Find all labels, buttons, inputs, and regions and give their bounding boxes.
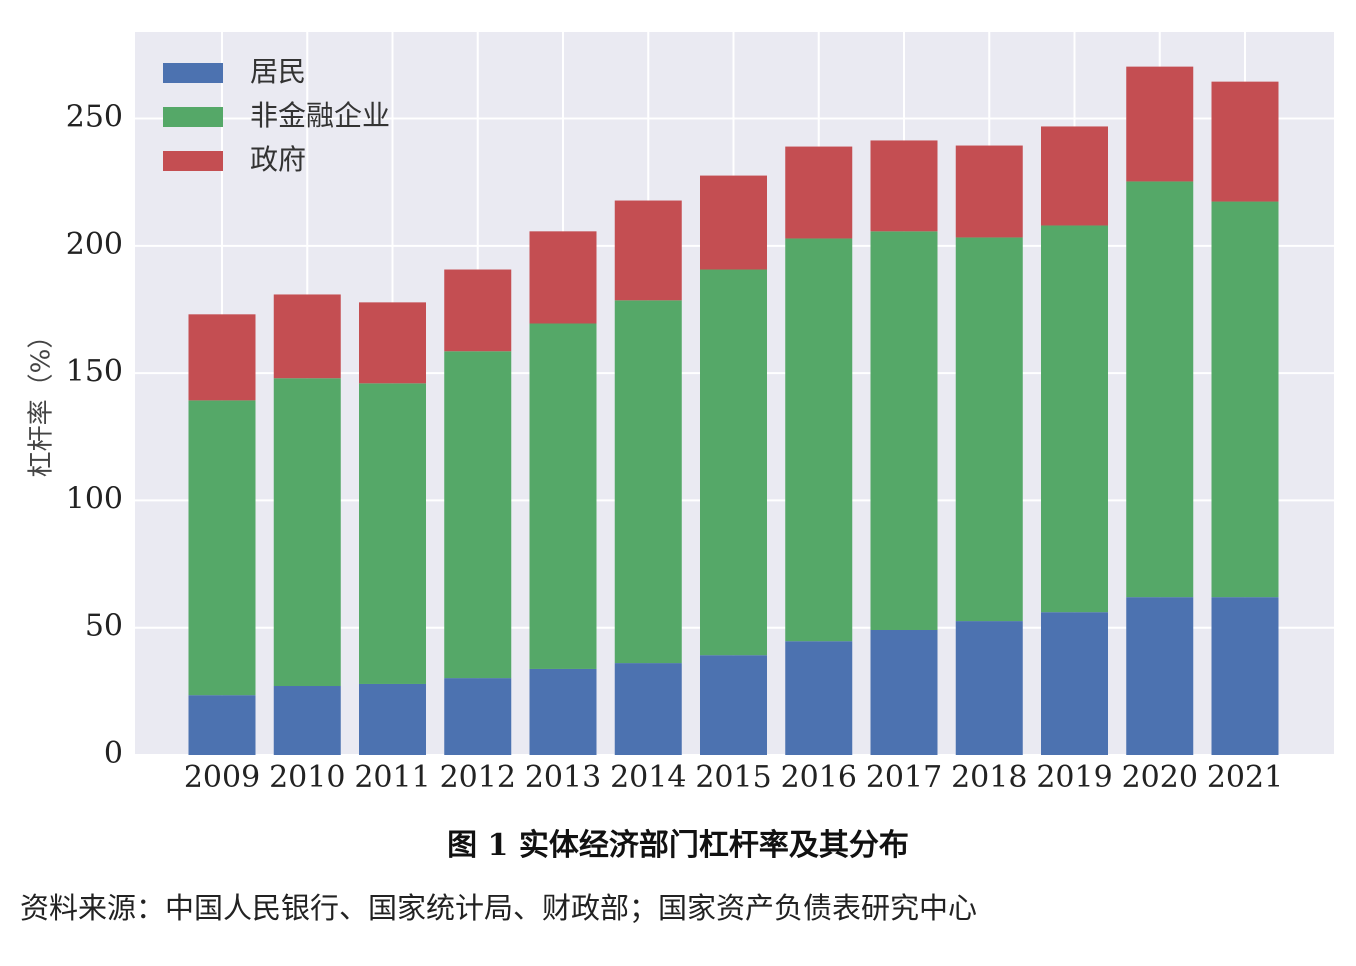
y-tick-label: 250	[66, 100, 123, 135]
bar-segment	[700, 655, 767, 755]
x-tick-label: 2018	[951, 760, 1027, 795]
bar-segment	[870, 140, 938, 232]
bar-segment	[1041, 126, 1108, 226]
bar-segment	[955, 145, 1023, 238]
bar-segment	[614, 300, 682, 664]
y-tick-label: 200	[66, 227, 123, 262]
bar-segment	[1211, 81, 1279, 202]
legend-swatch	[163, 63, 223, 83]
x-tick-label: 2019	[1036, 760, 1112, 795]
bar-segment	[188, 695, 256, 755]
bar-segment	[700, 269, 767, 656]
bar-segment	[1041, 225, 1108, 613]
bar-segment	[700, 175, 767, 270]
x-tick-label: 2014	[610, 760, 686, 795]
legend-label: 居民	[250, 55, 306, 88]
bar-segment	[444, 269, 512, 352]
x-tick-label: 2013	[525, 760, 601, 795]
bar-segment	[785, 238, 853, 642]
x-tick-label: 2009	[184, 760, 260, 795]
bar-segment	[955, 621, 1023, 755]
y-axis-label: 杠杆率（%）	[27, 323, 57, 478]
bar-segment	[955, 237, 1023, 622]
y-tick-label: 50	[85, 609, 123, 644]
y-tick-label: 150	[66, 354, 123, 389]
bar-segment	[444, 678, 512, 755]
bar-segment	[870, 231, 938, 631]
y-tick-label: 0	[104, 736, 123, 771]
bar-segment	[188, 314, 256, 401]
source: 资料来源：中国人民银行、国家统计局、财政部；国家资产负债表研究中心	[20, 891, 977, 925]
legend-label: 非金融企业	[250, 99, 390, 132]
bar-segment	[870, 630, 938, 755]
x-tick-label: 2016	[781, 760, 857, 795]
bar-segment	[785, 146, 853, 239]
bar-segment	[273, 686, 341, 755]
x-tick-label: 2020	[1122, 760, 1198, 795]
bar-segment	[273, 378, 341, 687]
x-tick-label: 2015	[695, 760, 771, 795]
bar-segment	[1126, 66, 1194, 182]
bar-segment	[1211, 201, 1279, 598]
bar-segment	[1211, 597, 1279, 755]
bar-segment	[614, 200, 682, 301]
bar-segment	[273, 294, 341, 379]
bar-segment	[188, 400, 256, 696]
bar-segment	[1041, 612, 1108, 755]
x-tick-label: 2011	[354, 760, 430, 795]
bar-segment	[444, 351, 512, 679]
bar-segment	[529, 323, 597, 669]
legend-swatch	[163, 107, 223, 127]
bar-segment	[359, 683, 426, 755]
bar-segment	[785, 641, 853, 755]
legend-swatch	[163, 151, 223, 171]
x-tick-label: 2017	[866, 760, 942, 795]
y-tick-label: 100	[66, 481, 123, 516]
bar-segment	[359, 302, 426, 384]
bar-segment	[529, 231, 597, 324]
x-tick-label: 2012	[440, 760, 516, 795]
legend-label: 政府	[250, 143, 306, 176]
bar-segment	[1126, 597, 1194, 755]
bar-segment	[359, 383, 426, 684]
x-tick-label: 2021	[1207, 760, 1283, 795]
x-tick-label: 2010	[269, 760, 345, 795]
bar-segment	[529, 668, 597, 755]
caption: 图 1 实体经济部门杠杆率及其分布	[447, 828, 909, 863]
bar-segment	[1126, 181, 1194, 598]
bar-segment	[614, 663, 682, 755]
